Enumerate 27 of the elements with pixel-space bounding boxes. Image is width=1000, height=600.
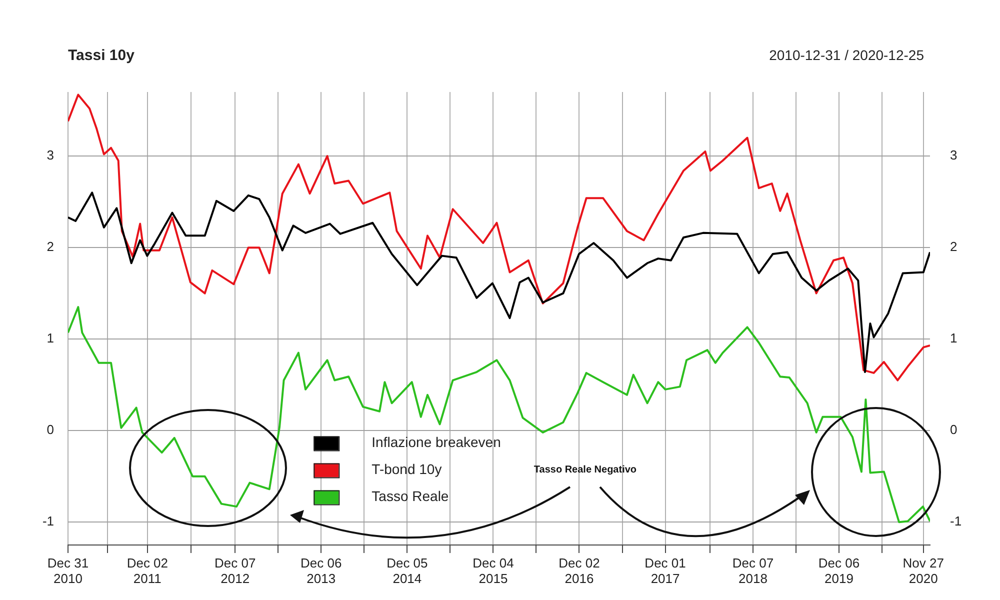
y-tick-label: 0 (46, 422, 54, 438)
x-tick-label: Dec 07 2018 (732, 555, 774, 586)
x-tick-label: Dec 31 2010 (47, 555, 89, 586)
x-tick-label: Dec 07 2012 (214, 555, 256, 586)
y2-tick-label: 0 (950, 422, 958, 438)
x-tick-label: Dec 02 2011 (126, 555, 168, 586)
x-tick-label: Dec 04 2015 (472, 555, 514, 586)
legend-label: Inflazione breakeven (372, 434, 501, 450)
y-tick-label: 2 (46, 239, 54, 254)
x-tick-label: Dec 05 2014 (386, 555, 428, 586)
x-tick-label: Dec 02 2016 (558, 555, 600, 586)
y2-tick-label: -1 (950, 514, 962, 529)
annotation: Tasso Reale Negativo (534, 464, 637, 476)
legend-label: T-bond 10y (372, 461, 442, 478)
x-tick-label: Dec 01 2017 (644, 555, 686, 586)
y2-tick-label: 1 (950, 330, 958, 346)
y2-tick-label: 2 (950, 239, 958, 254)
y-tick-label: 1 (46, 330, 54, 346)
chart-title: Tassi 10y (68, 47, 136, 64)
x-tick-label: Nov 27 2020 (902, 555, 944, 586)
y-tick-label: -1 (42, 514, 54, 529)
y-tick-label: 3 (46, 148, 54, 163)
legend-label: Tasso Reale (372, 488, 449, 504)
y2-tick-label: 3 (950, 148, 958, 163)
x-tick-label: Dec 06 2013 (300, 555, 342, 586)
chart-subtitle: 2010-12-31 / 2020-12-25 (769, 47, 924, 63)
x-tick-label: Dec 06 2019 (818, 555, 860, 586)
